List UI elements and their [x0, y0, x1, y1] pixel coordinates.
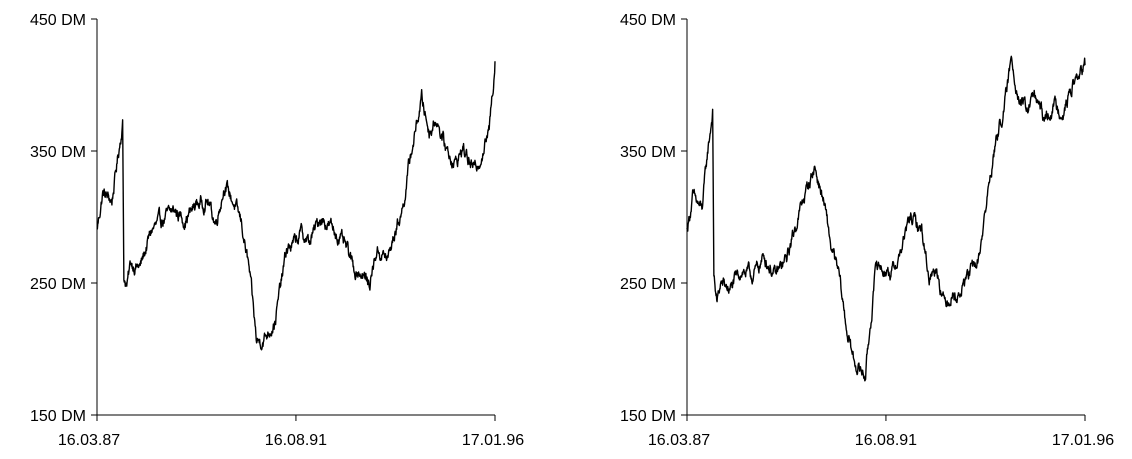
- x-tick-label: 16.03.87: [58, 432, 120, 449]
- y-tick-label: 150 DM: [620, 408, 676, 425]
- series-line: [96, 61, 496, 351]
- y-tick-label: 250 DM: [620, 276, 676, 293]
- chart-1: 150 DM 250 DM 350 DM 450 DM 16.03.87 16.08.91…: [30, 12, 524, 449]
- x-tick-label: 16.08.91: [265, 432, 327, 449]
- chart-2: 150 DM 250 DM 350 DM 450 DM 16.03.87 16.08.91…: [620, 12, 1114, 449]
- y-tick-label: 350 DM: [30, 144, 86, 161]
- x-tick-label: 16.08.91: [855, 432, 917, 449]
- y-tick-label: 450 DM: [30, 12, 86, 29]
- y-tick-label: 150 DM: [30, 408, 86, 425]
- x-tick-label: 17.01.96: [1052, 432, 1114, 449]
- x-tick-label: 17.01.96: [462, 432, 524, 449]
- y-tick-label: 350 DM: [620, 144, 676, 161]
- x-tick-label: 16.03.87: [648, 432, 710, 449]
- series-line: [686, 55, 1086, 382]
- y-tick-label: 250 DM: [30, 276, 86, 293]
- y-tick-label: 450 DM: [620, 12, 676, 29]
